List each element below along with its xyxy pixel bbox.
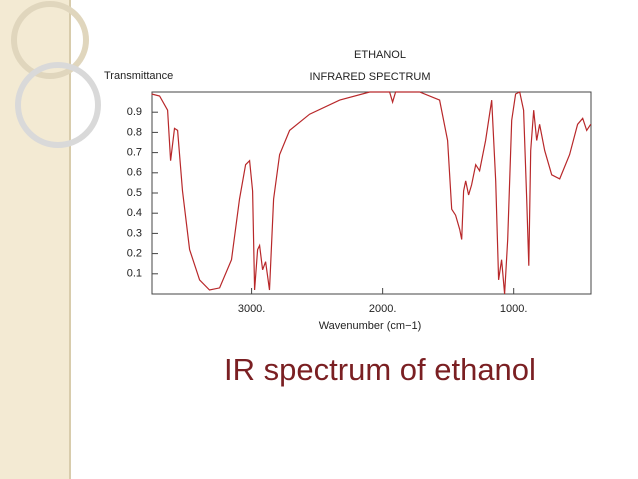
y-tick-label: 0.8 — [127, 126, 142, 138]
x-axis-label: Wavenumber (cm−1) — [319, 320, 422, 332]
y-tick-label: 0.9 — [127, 106, 142, 118]
deco-circle — [11, 1, 89, 79]
plot-frame — [151, 91, 592, 295]
chart-title: ETHANOL — [354, 49, 406, 61]
y-tick-label: 0.4 — [127, 207, 142, 219]
spectrum-line — [151, 91, 592, 295]
x-tick-label: 3000. — [238, 303, 266, 315]
y-tick-label: 0.7 — [127, 147, 142, 159]
y-tick-label: 0.5 — [127, 187, 142, 199]
y-tick-label: 0.3 — [127, 227, 142, 239]
deco-circle — [15, 62, 101, 148]
caption: IR spectrum of ethanol — [224, 352, 536, 387]
y-tick-label: 0.6 — [127, 167, 142, 179]
chart-subtitle: INFRARED SPECTRUM — [309, 71, 430, 83]
y-tick-label: 0.1 — [127, 268, 142, 280]
side-strip — [0, 0, 70, 479]
x-tick-label: 2000. — [369, 303, 397, 315]
x-tick-label: 1000. — [500, 303, 528, 315]
y-axis-label: Transmittance — [104, 70, 173, 82]
y-tick-label: 0.2 — [127, 248, 142, 260]
